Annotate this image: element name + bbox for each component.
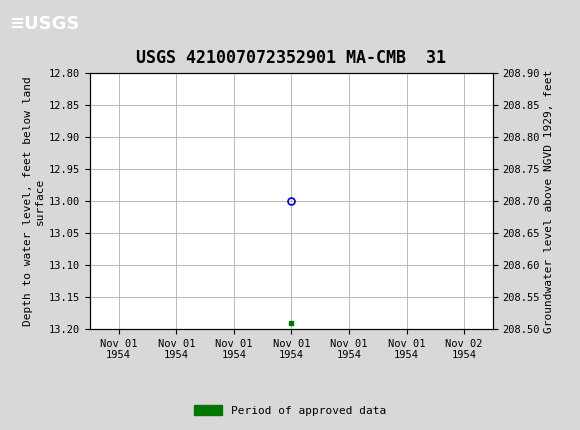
Title: USGS 421007072352901 MA-CMB  31: USGS 421007072352901 MA-CMB 31 bbox=[136, 49, 447, 68]
Y-axis label: Groundwater level above NGVD 1929, feet: Groundwater level above NGVD 1929, feet bbox=[545, 69, 554, 333]
Text: ≡USGS: ≡USGS bbox=[9, 15, 79, 33]
Legend: Period of approved data: Period of approved data bbox=[190, 400, 390, 420]
Y-axis label: Depth to water level, feet below land
surface: Depth to water level, feet below land su… bbox=[23, 76, 45, 326]
